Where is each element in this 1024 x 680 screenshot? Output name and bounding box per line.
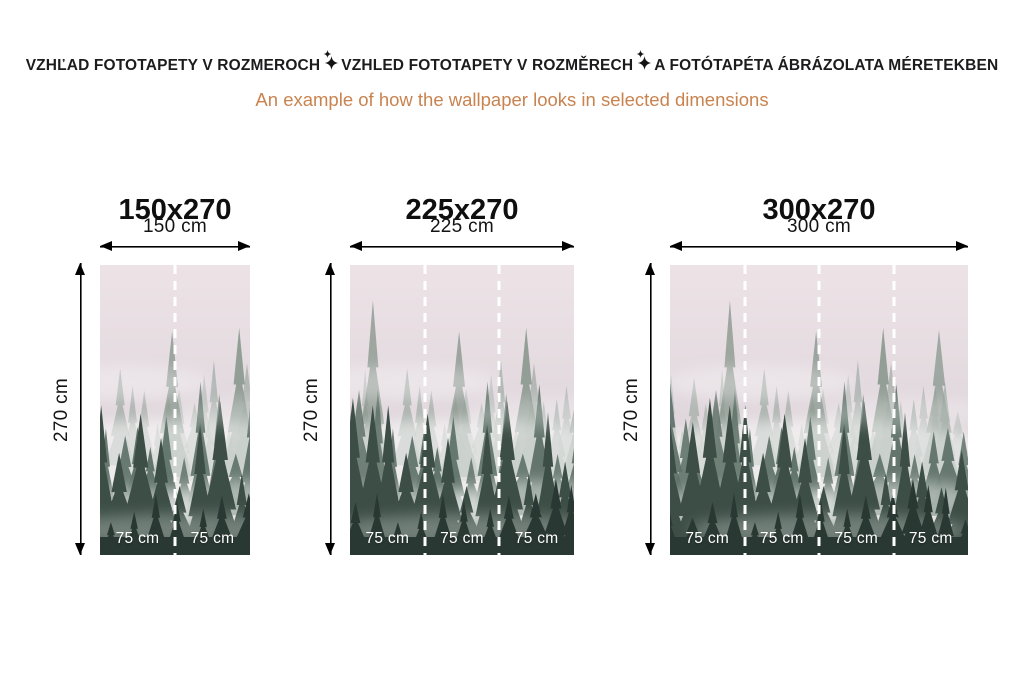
multilingual-title: VZHĽAD FOTOTAPETY V ROZMEROCH VZHLED FOT…: [0, 50, 1024, 82]
panel-seam: [892, 265, 895, 555]
sparkle-icon: [321, 50, 340, 79]
panel-width-label: 75 cm: [514, 530, 559, 547]
subtitle: An example of how the wallpaper looks in…: [255, 89, 769, 110]
width-arrow: [350, 241, 574, 252]
title-segment-cz: VZHLED FOTOTAPETY V ROZMĚRECH: [341, 57, 634, 74]
height-arrow: [645, 263, 657, 555]
size-variant-300x270: 300x270 300 cm 270 cm 75 cm 75 cm 75 cm …: [621, 0, 968, 620]
panel-seam: [423, 265, 427, 555]
forest-photo: [350, 265, 574, 555]
size-variant-225x270: 225x270 225 cm 270 cm 75 cm 75 cm 75 cm: [301, 0, 574, 620]
header: VZHĽAD FOTOTAPETY V ROZMEROCH VZHLED FOT…: [0, 50, 1024, 111]
height-arrow: [75, 263, 87, 555]
panel-width-label: 75 cm: [685, 530, 730, 547]
panel-width-label: 75 cm: [440, 530, 484, 547]
width-value: 225 cm: [429, 216, 495, 237]
height-value: 270 cm: [301, 377, 322, 443]
panel-width-label: 75 cm: [115, 530, 160, 547]
title-segment-sk: VZHĽAD FOTOTAPETY V ROZMEROCH: [25, 57, 321, 74]
panel-width-label: 75 cm: [834, 530, 879, 547]
variant-title: 300x270: [762, 194, 876, 227]
height-value: 270 cm: [51, 377, 72, 443]
panel-width-label: 75 cm: [908, 530, 953, 547]
panel-seam: [743, 265, 746, 555]
wallpaper-preview: 75 cm 75 cm: [100, 265, 250, 555]
panel-width-label: 75 cm: [190, 530, 235, 547]
height-value: 270 cm: [621, 377, 642, 443]
panel-width-label: 75 cm: [365, 530, 410, 547]
variant-title: 150x270: [118, 194, 232, 227]
height-arrow: [325, 263, 337, 555]
wallpaper-preview: 75 cm 75 cm 75 cm 75 cm: [670, 265, 968, 555]
variant-title: 225x270: [405, 194, 519, 227]
sparkle-icon: [634, 50, 653, 79]
title-segment-hu: A FOTÓTAPÉTA ÁBRÁZOLATA MÉRETEKBEN: [654, 57, 999, 74]
panel-seam: [173, 265, 177, 555]
panel-seam: [817, 265, 821, 555]
width-arrow: [670, 241, 968, 252]
size-variant-150x270: 150x270 150 cm 270 cm 75 cm 75 cm: [51, 0, 250, 620]
width-arrow: [100, 241, 250, 252]
panel-width-label: 75 cm: [759, 530, 804, 547]
wallpaper-preview: 75 cm 75 cm 75 cm: [350, 265, 574, 555]
width-value: 150 cm: [142, 216, 208, 237]
width-value: 300 cm: [786, 216, 852, 237]
panel-seam: [497, 265, 501, 555]
